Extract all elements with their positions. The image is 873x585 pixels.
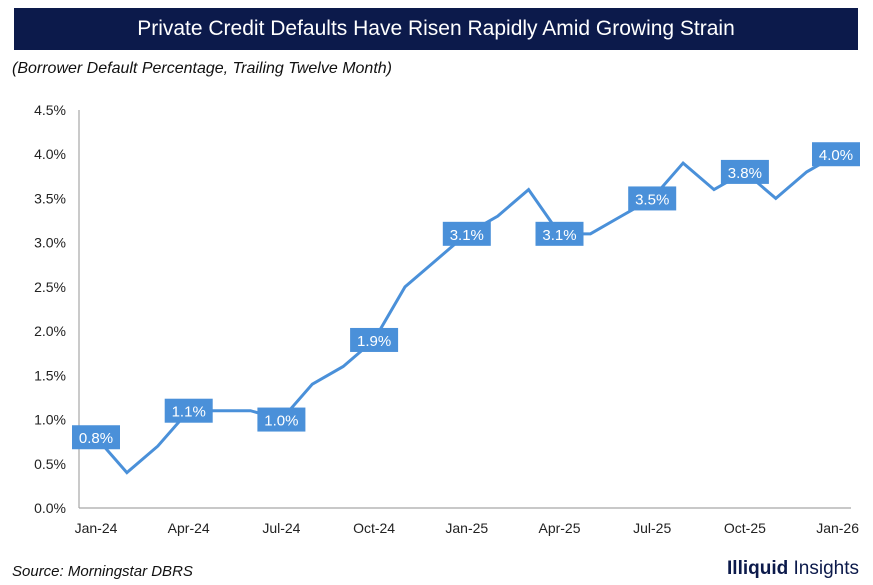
y-tick-label: 3.0% xyxy=(34,235,66,251)
logo-light: Insights xyxy=(793,558,859,579)
data-label-box xyxy=(628,186,677,211)
y-tick-label: 4.0% xyxy=(34,146,66,162)
data-label-box xyxy=(442,221,491,246)
x-tick-label: Jan-24 xyxy=(75,520,118,536)
x-tick-label: Oct-24 xyxy=(353,520,395,536)
data-label-box xyxy=(535,221,584,246)
data-label-box xyxy=(72,425,120,450)
x-tick-label: Jul-25 xyxy=(633,520,671,536)
data-label: 1.0% xyxy=(264,413,298,430)
y-tick-label: 4.5% xyxy=(34,102,66,118)
data-label: 0.8% xyxy=(79,430,113,447)
data-label: 4.0% xyxy=(819,147,853,164)
x-tick-label: Jul-24 xyxy=(262,520,300,536)
data-label-box xyxy=(812,142,860,167)
x-tick-label: Oct-25 xyxy=(724,520,766,536)
y-tick-label: 0.0% xyxy=(34,500,66,516)
x-tick-label: Jan-26 xyxy=(816,520,859,536)
brand-logo: Illiquid Insights xyxy=(727,558,859,580)
y-tick-label: 3.5% xyxy=(34,190,66,206)
x-tick-label: Apr-24 xyxy=(168,520,210,536)
chart-title: Private Credit Defaults Have Risen Rapid… xyxy=(14,8,858,50)
y-tick-label: 1.5% xyxy=(34,367,66,383)
y-tick-label: 2.5% xyxy=(34,279,66,295)
data-label: 3.1% xyxy=(450,227,484,244)
data-label: 1.9% xyxy=(357,333,391,350)
data-label: 1.1% xyxy=(172,404,206,421)
data-label: 3.1% xyxy=(542,227,576,244)
series-line xyxy=(94,152,839,475)
chart-subtitle: (Borrower Default Percentage, Trailing T… xyxy=(12,60,392,77)
data-label: 3.8% xyxy=(728,165,762,182)
data-label-box xyxy=(350,327,399,352)
y-tick-label: 2.0% xyxy=(34,323,66,339)
x-tick-label: Apr-25 xyxy=(538,520,580,536)
data-label-box xyxy=(257,407,306,432)
data-label-box xyxy=(720,159,769,184)
source-note: Source: Morningstar DBRS xyxy=(12,563,193,580)
y-tick-label: 1.0% xyxy=(34,412,66,428)
data-label: 3.5% xyxy=(635,191,669,208)
data-label-box xyxy=(164,398,213,423)
logo-bold: Illiquid xyxy=(727,558,789,579)
chart-title-text: Private Credit Defaults Have Risen Rapid… xyxy=(137,17,735,40)
x-tick-label: Jan-25 xyxy=(445,520,488,536)
y-tick-label: 0.5% xyxy=(34,456,66,472)
